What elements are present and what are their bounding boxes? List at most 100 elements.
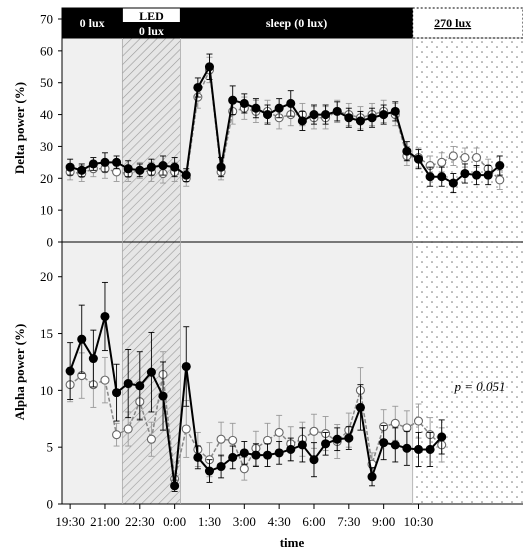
alpha-filled-point-17 <box>262 450 273 460</box>
alpha-filled-point-27 <box>379 438 389 448</box>
alpha-filled-point-12 <box>204 466 215 476</box>
alpha-filled-point-19 <box>286 444 296 455</box>
delta-filled-point-6 <box>135 165 145 175</box>
alpha-filled-point-25 <box>355 402 365 412</box>
alpha-filled-point-16 <box>251 450 261 460</box>
alpha-filled-point-9 <box>170 481 180 491</box>
alpha-filled-point-7 <box>146 367 156 377</box>
delta-filled-point-29 <box>402 146 412 156</box>
alpha-open-point-4 <box>112 430 122 440</box>
alpha-open-point-14 <box>228 435 238 445</box>
delta-y-axis-label: Delta power (%) <box>12 82 27 174</box>
alpha-filled-point-14 <box>228 452 238 462</box>
phase-band-2 <box>180 19 413 504</box>
alpha-filled-point-3 <box>100 311 110 322</box>
alpha-filled-point-23 <box>332 434 342 444</box>
delta-filled-point-22 <box>321 110 331 120</box>
phase-label-led-bottom: 0 lux <box>139 24 164 38</box>
delta-filled-point-18 <box>274 103 284 113</box>
alpha-open-point-10 <box>181 424 191 434</box>
xtick-label-3: 0:00 <box>163 514 186 529</box>
xtick-label-2: 22:30 <box>125 514 155 529</box>
alpha-filled-point-2 <box>88 353 98 364</box>
delta-ytick-label-7: 70 <box>40 12 53 27</box>
phase-label-led-top: LED <box>139 9 164 23</box>
delta-filled-point-7 <box>146 162 156 172</box>
alpha-open-point-30 <box>413 416 424 426</box>
delta-filled-point-25 <box>355 116 365 126</box>
delta-open-point-33 <box>448 151 458 161</box>
delta-filled-point-19 <box>286 98 296 108</box>
delta-filled-point-9 <box>170 162 180 172</box>
alpha-filled-point-24 <box>344 433 354 443</box>
delta-filled-point-32 <box>437 172 447 182</box>
phase-band-0 <box>62 19 123 504</box>
axes-labels: 0 10 20 30 40 50 60 70 0 5 10 15 20 19:30 21:00 22:30 0:… <box>40 12 433 530</box>
xtick-label-1: 21:00 <box>90 514 120 529</box>
delta-filled-point-36 <box>483 170 493 180</box>
alpha-open-point-29 <box>402 423 412 433</box>
delta-filled-point-8 <box>158 160 168 171</box>
delta-filled-point-31 <box>425 172 435 182</box>
alpha-ytick-label-1: 5 <box>47 440 54 455</box>
delta-filled-point-4 <box>112 157 122 167</box>
alpha-filled-point-0 <box>65 366 75 376</box>
alpha-filled-point-6 <box>135 381 145 391</box>
alpha-open-point-13 <box>216 434 226 444</box>
delta-filled-point-37 <box>495 160 505 171</box>
delta-filled-point-35 <box>472 170 482 180</box>
x-axis-label: time <box>280 535 305 550</box>
alpha-open-point-28 <box>390 418 400 428</box>
alpha-power-panel <box>65 281 447 492</box>
xtick-label-7: 6:00 <box>302 514 325 529</box>
xtick-label-9: 9:00 <box>372 514 395 529</box>
alpha-filled-point-21 <box>309 455 319 465</box>
delta-open-point-34 <box>460 153 470 163</box>
delta-filled-point-13 <box>216 162 226 172</box>
delta-open-point-35 <box>472 153 482 163</box>
alpha-filled-point-29 <box>402 443 412 453</box>
alpha-ytick-label-3: 15 <box>40 326 53 341</box>
delta-filled-point-12 <box>204 62 215 72</box>
alpha-filled-point-10 <box>181 361 191 372</box>
delta-filled-point-30 <box>413 154 424 164</box>
delta-filled-point-0 <box>65 162 75 172</box>
delta-filled-point-28 <box>390 106 400 116</box>
phase-bands <box>62 19 523 504</box>
phase-header-led-lower <box>122 22 181 38</box>
alpha-open-point-3 <box>100 375 110 385</box>
alpha-filled-point-22 <box>321 439 331 449</box>
alpha-open-point-7 <box>146 434 156 444</box>
alpha-ytick-label-4: 20 <box>40 269 53 284</box>
xtick-label-6: 4:30 <box>268 514 291 529</box>
alpha-filled-point-15 <box>239 448 249 458</box>
phase-header-box-2 <box>179 7 414 39</box>
phase-band-3 <box>412 19 523 504</box>
delta-filled-point-23 <box>332 106 342 116</box>
alpha-filled-point-30 <box>413 444 424 455</box>
alpha-filled-point-1 <box>77 334 87 344</box>
alpha-open-point-18 <box>274 427 284 437</box>
alpha-filled-point-13 <box>216 461 226 472</box>
alpha-filled-point-11 <box>193 452 203 462</box>
delta-ytick-label-1: 10 <box>40 203 53 218</box>
delta-ytick-label-6: 60 <box>40 43 53 58</box>
xtick-label-0: 19:30 <box>55 514 85 529</box>
delta-filled-point-26 <box>367 113 377 123</box>
alpha-filled-point-32 <box>437 432 447 442</box>
delta-ytick-label-5: 50 <box>40 75 53 90</box>
xtick-label-5: 3:00 <box>233 514 256 529</box>
delta-filled-point-5 <box>123 164 133 174</box>
alpha-y-axis-label: Alpha power (%) <box>12 324 27 421</box>
phase-header-box-0 <box>61 7 123 39</box>
delta-filled-point-11 <box>193 82 203 93</box>
delta-power-panel <box>65 53 505 194</box>
delta-filled-point-10 <box>181 170 191 180</box>
alpha-open-point-15 <box>239 464 249 474</box>
xtick-label-4: 1:30 <box>198 514 221 529</box>
p-value-annotation: p = 0.051 <box>453 379 505 394</box>
xtick-label-8: 7:30 <box>337 514 360 529</box>
delta-filled-point-27 <box>379 110 389 120</box>
phase-header-box-3 <box>412 7 523 39</box>
